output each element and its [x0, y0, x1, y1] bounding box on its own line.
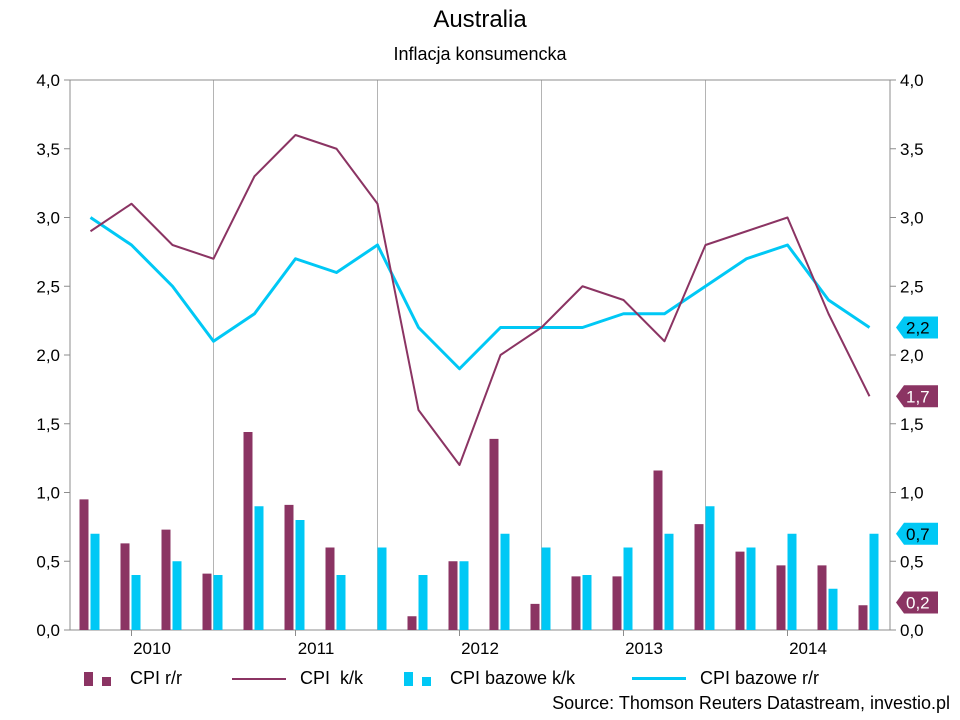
- bar-core-kk: [746, 547, 756, 630]
- value-badge: [896, 385, 938, 408]
- legend-swatch-cpi-bar: [84, 671, 93, 686]
- y-tick-label-left: 4,0: [36, 71, 60, 90]
- legend-item-cpi-line: CPI k/k: [232, 668, 363, 689]
- y-tick-label-right: 4,0: [900, 71, 924, 90]
- bar-core-kk: [418, 575, 428, 630]
- bar-cpi-kk: [325, 547, 335, 630]
- value-badge-label: 1,7: [906, 387, 930, 406]
- source-note: Source: Thomson Reuters Datastream, inve…: [552, 693, 950, 713]
- bar-cpi-kk: [530, 603, 540, 630]
- bar-cpi-kk: [694, 524, 704, 630]
- bar-core-kk: [705, 506, 715, 630]
- legend-swatch-core-line: [632, 677, 686, 680]
- bar-cpi-kk: [120, 543, 130, 630]
- bar-core-kk: [664, 533, 674, 630]
- chart-title: Australia: [433, 6, 527, 33]
- legend-label-core-rr: CPI bazowe r/r: [700, 668, 820, 688]
- plot-frame: [69, 79, 891, 631]
- y-tick-label-left: 2,0: [36, 346, 60, 365]
- x-year-label: 2012: [461, 639, 499, 658]
- bar-cpi-kk: [817, 565, 827, 630]
- x-year-label: 2013: [625, 639, 663, 658]
- bar-core-kk: [459, 561, 469, 630]
- bar-cpi-kk: [243, 432, 253, 630]
- bar-core-kk: [131, 575, 141, 630]
- legend-swatch-core-bar-small: [422, 676, 431, 686]
- y-tick-label-right: 2,0: [900, 346, 924, 365]
- y-tick-label-right: 2,5: [900, 277, 924, 296]
- bar-core-kk: [336, 575, 346, 630]
- bar-core-kk: [377, 547, 387, 630]
- bar-cpi-kk: [776, 565, 786, 630]
- y-tick-label-right: 3,0: [900, 209, 924, 228]
- line-core-rr: [89, 216, 871, 371]
- legend-label-core-kk: CPI bazowe k/k: [450, 668, 576, 688]
- y-tick-label-right: 1,0: [900, 484, 924, 503]
- bar-cpi-kk: [858, 605, 868, 630]
- x-year-label: 2010: [133, 639, 171, 658]
- bar-cpi-kk: [489, 438, 499, 630]
- y-tick-label-right: 0,5: [900, 552, 924, 571]
- bar-core-kk: [213, 575, 223, 630]
- legend-swatch-cpi-line: [232, 677, 286, 680]
- legend-item-cpi-bar: CPI r/r: [84, 668, 182, 689]
- line-cpi-rr: [89, 134, 871, 466]
- bar-cpi-kk: [612, 576, 622, 630]
- legend-swatch-core-bar: [404, 671, 413, 686]
- y-tick-label-left: 2,5: [36, 277, 60, 296]
- bar-core-kk: [172, 561, 182, 630]
- y-tick-label-right: 1,5: [900, 415, 924, 434]
- legend: CPI r/r CPI k/k CPI bazowe k/k CPI bazow…: [0, 668, 960, 692]
- legend-label-cpi-kk: CPI k/k: [300, 668, 364, 688]
- value-badge: [896, 316, 938, 339]
- bar-cpi-kk: [161, 529, 171, 630]
- bar-cpi-kk: [284, 504, 294, 630]
- bar-core-kk: [541, 547, 551, 630]
- bar-cpi-kk: [653, 470, 663, 630]
- chart-subtitle: Inflacja konsumencka: [393, 44, 567, 64]
- y-tick-label-left: 0,5: [36, 552, 60, 571]
- legend-item-core-bar: CPI bazowe k/k: [404, 668, 575, 689]
- value-badge-label: 0,7: [906, 525, 930, 544]
- y-tick-label-left: 3,5: [36, 140, 60, 159]
- bar-cpi-kk: [571, 576, 581, 630]
- legend-swatch-cpi-bar-small: [102, 676, 111, 686]
- bar-core-kk: [582, 575, 592, 630]
- bar-core-kk: [623, 547, 633, 630]
- value-badge-label: 2,2: [906, 319, 930, 338]
- y-tick-label-left: 1,5: [36, 415, 60, 434]
- bar-cpi-kk: [407, 616, 417, 630]
- x-year-label: 2011: [298, 639, 335, 658]
- legend-item-core-line: CPI bazowe r/r: [632, 668, 819, 689]
- y-tick-label-right: 3,5: [900, 140, 924, 159]
- bar-core-kk: [869, 533, 879, 630]
- value-badge: [896, 522, 938, 545]
- legend-label-cpi-rr: CPI r/r: [130, 668, 182, 688]
- bar-core-kk: [90, 533, 100, 630]
- bar-core-kk: [787, 533, 797, 630]
- bar-core-kk: [828, 588, 838, 630]
- bar-core-kk: [254, 506, 264, 630]
- bar-cpi-kk: [79, 499, 89, 630]
- value-badge-label: 0,2: [906, 594, 930, 613]
- y-tick-label-left: 0,0: [36, 621, 60, 640]
- bar-cpi-kk: [202, 573, 212, 630]
- y-tick-label-right: 0,0: [900, 621, 924, 640]
- x-year-label: 2014: [789, 639, 827, 658]
- value-badge: [896, 591, 938, 614]
- bar-cpi-kk: [448, 561, 458, 630]
- bar-core-kk: [295, 520, 305, 630]
- bar-cpi-kk: [735, 551, 745, 630]
- y-tick-label-left: 3,0: [36, 209, 60, 228]
- bar-core-kk: [500, 533, 510, 630]
- y-tick-label-left: 1,0: [36, 484, 60, 503]
